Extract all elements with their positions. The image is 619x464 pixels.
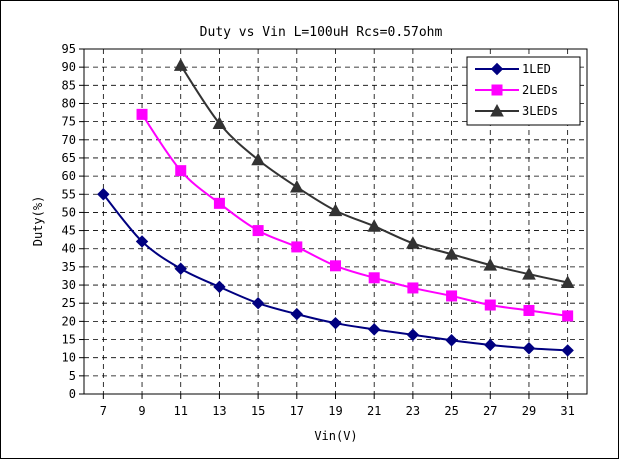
x-axis-ticks: 7 9 11 13 15 17 19 21 23 25 27 29 31 <box>100 394 575 418</box>
data-point <box>97 188 110 201</box>
y-tick-label: 0 <box>69 387 76 401</box>
legend-label: 2LEDs <box>522 83 558 97</box>
y-tick-label: 75 <box>62 115 76 129</box>
data-point <box>406 328 420 342</box>
y-tick-label: 45 <box>62 224 76 238</box>
y-tick-label: 20 <box>62 314 76 328</box>
data-point <box>561 344 574 357</box>
data-point <box>330 260 341 272</box>
y-tick-label: 90 <box>62 60 76 74</box>
data-point <box>523 304 535 316</box>
legend-marker <box>490 62 504 76</box>
data-point <box>251 297 265 310</box>
data-point <box>484 338 497 352</box>
legend-label: 1LED <box>522 62 551 76</box>
y-tick-label: 55 <box>62 187 76 201</box>
data-point <box>406 236 420 249</box>
data-point <box>175 165 187 177</box>
y-tick-label: 95 <box>62 42 76 56</box>
data-point <box>290 307 304 321</box>
x-tick-label: 11 <box>174 404 188 418</box>
x-tick-label: 23 <box>406 404 420 418</box>
series-3leds <box>173 58 575 289</box>
x-tick-label: 21 <box>367 404 381 418</box>
y-tick-label: 5 <box>69 369 76 383</box>
data-point <box>445 334 458 347</box>
data-point <box>135 235 149 248</box>
data-point <box>484 299 496 311</box>
chart-title: Duty vs Vin L=100uH Rcs=0.57ohm <box>200 25 443 40</box>
y-tick-label: 50 <box>62 205 76 219</box>
grid-lines <box>84 49 587 394</box>
data-point <box>173 58 188 71</box>
y-tick-label: 40 <box>62 242 76 256</box>
legend-marker <box>490 103 504 117</box>
legend-item-1led: 1LED <box>475 62 551 76</box>
x-tick-label: 31 <box>560 404 574 418</box>
data-point <box>251 152 265 166</box>
x-tick-label: 9 <box>138 404 145 418</box>
x-tick-label: 25 <box>444 404 458 418</box>
y-tick-label: 80 <box>62 96 76 110</box>
y-tick-label: 15 <box>62 333 76 347</box>
x-axis-title: Vin(V) <box>314 429 357 443</box>
legend: 1LED 2LEDs 3LEDs <box>466 56 581 126</box>
y-tick-label: 10 <box>62 351 76 365</box>
series-layer <box>97 58 575 357</box>
data-point <box>522 342 536 355</box>
data-point <box>483 258 498 271</box>
x-tick-label: 19 <box>328 404 342 418</box>
y-tick-label: 70 <box>62 133 76 147</box>
data-point <box>328 203 343 217</box>
y-tick-label: 60 <box>62 169 76 183</box>
data-point <box>291 241 303 253</box>
data-point <box>136 108 148 120</box>
data-point <box>213 280 226 294</box>
data-point <box>289 179 304 193</box>
y-tick-label: 30 <box>62 278 76 292</box>
x-tick-label: 29 <box>522 404 536 418</box>
x-tick-label: 27 <box>483 404 497 418</box>
data-point <box>212 116 227 129</box>
y-tick-label: 65 <box>62 151 76 165</box>
data-point <box>446 290 458 302</box>
x-tick-label: 15 <box>251 404 265 418</box>
data-point <box>213 197 225 209</box>
series-2leds <box>136 108 574 322</box>
y-tick-label: 35 <box>62 260 76 274</box>
y-tick-label: 25 <box>62 296 76 310</box>
x-tick-label: 13 <box>212 404 226 418</box>
series-1led <box>97 188 574 357</box>
legend-item-3leds: 3LEDs <box>475 103 558 118</box>
data-point <box>560 275 575 289</box>
data-point <box>562 310 574 322</box>
x-tick-label: 7 <box>100 404 107 418</box>
data-point <box>522 267 536 280</box>
legend-item-2leds: 2LEDs <box>475 83 558 97</box>
data-point <box>368 272 380 284</box>
legend-marker <box>491 84 503 96</box>
legend-label: 3LEDs <box>522 104 558 118</box>
data-point <box>174 262 187 275</box>
y-tick-label: 85 <box>62 78 76 92</box>
data-point <box>367 323 381 336</box>
x-tick-label: 17 <box>290 404 304 418</box>
y-axis-title: Duty(%) <box>31 196 45 247</box>
data-point <box>252 225 264 237</box>
data-point <box>367 219 382 232</box>
y-axis-ticks: 0 5 10 15 20 25 30 35 40 45 50 55 60 65 70 75 80 85 90 95 <box>62 42 84 401</box>
data-point <box>329 316 342 330</box>
data-point <box>444 247 459 260</box>
data-point <box>407 282 419 294</box>
